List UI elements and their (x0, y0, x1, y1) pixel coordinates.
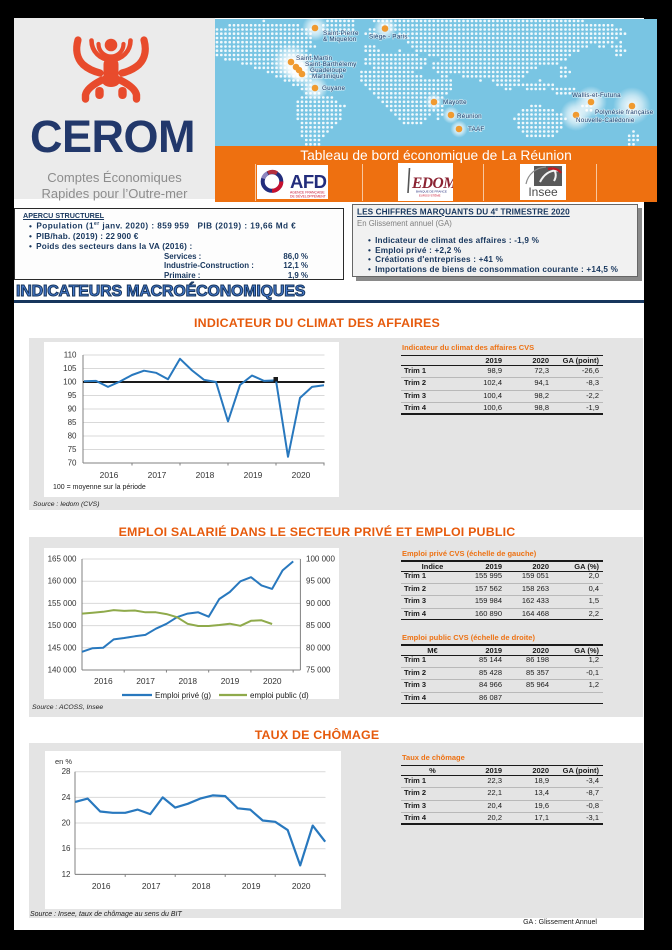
svg-text:2017: 2017 (136, 676, 155, 686)
svg-text:en %: en % (55, 757, 72, 766)
svg-text:90: 90 (68, 405, 77, 414)
svg-text:2019: 2019 (244, 470, 263, 480)
svg-text:12: 12 (62, 870, 71, 879)
svg-text:80: 80 (68, 432, 77, 441)
svg-text:AGENCE FRANÇAISE: AGENCE FRANÇAISE (290, 191, 325, 195)
svg-text:Saint-Pierre: Saint-Pierre (323, 30, 359, 37)
svg-text:2016: 2016 (100, 470, 119, 480)
svg-text:2016: 2016 (92, 881, 111, 891)
svg-text:2020: 2020 (292, 470, 311, 480)
svg-text:TAAF: TAAF (468, 126, 484, 133)
svg-text:2016: 2016 (94, 676, 113, 686)
svg-text:& Miquelon: & Miquelon (323, 36, 357, 43)
svg-text:Guadeloupe: Guadeloupe (310, 67, 347, 74)
svg-text:140 000: 140 000 (48, 666, 77, 675)
svg-text:75: 75 (68, 445, 77, 454)
svg-text:2019: 2019 (221, 676, 240, 686)
svg-text:160 000: 160 000 (48, 577, 77, 586)
svg-text:150 000: 150 000 (48, 621, 77, 630)
svg-text:90 000: 90 000 (306, 599, 331, 608)
svg-text:2020: 2020 (292, 881, 311, 891)
svg-text:100 000: 100 000 (306, 555, 335, 564)
svg-text:BANQUE DE FRANCE: BANQUE DE FRANCE (416, 190, 447, 194)
svg-text:165 000: 165 000 (48, 555, 77, 564)
svg-text:80 000: 80 000 (306, 643, 331, 652)
svg-text:20: 20 (62, 819, 71, 828)
svg-text:Martinique: Martinique (312, 73, 344, 80)
svg-text:85: 85 (68, 418, 77, 427)
svg-text:70: 70 (68, 459, 77, 468)
svg-text:2018: 2018 (178, 676, 197, 686)
svg-text:Saint-Barthélemy: Saint-Barthélemy (305, 61, 357, 68)
svg-text:75 000: 75 000 (306, 666, 331, 675)
svg-text:Nouvelle-Calédonie: Nouvelle-Calédonie (576, 117, 635, 124)
svg-text:95: 95 (68, 391, 77, 400)
svg-text:110: 110 (64, 351, 77, 360)
svg-text:85 000: 85 000 (306, 621, 331, 630)
svg-text:Emploi privé (g): Emploi privé (g) (155, 691, 211, 700)
svg-text:EDOM: EDOM (411, 175, 453, 192)
svg-text:Polynésie française: Polynésie française (595, 109, 654, 116)
svg-text:16: 16 (62, 844, 71, 853)
svg-text:Insee: Insee (528, 185, 558, 199)
svg-text:95 000: 95 000 (306, 577, 331, 586)
svg-text:105: 105 (63, 364, 77, 373)
svg-text:EUROSYSTÈME: EUROSYSTÈME (419, 193, 441, 198)
svg-text:24: 24 (62, 793, 71, 802)
svg-text:emploi public (d): emploi public (d) (250, 691, 309, 700)
svg-text:2017: 2017 (142, 881, 161, 891)
svg-text:Mayotte: Mayotte (443, 99, 467, 106)
svg-text:Réunion: Réunion (457, 113, 482, 120)
svg-text:Saint-Martin: Saint-Martin (296, 55, 333, 62)
svg-text:AFD: AFD (290, 171, 327, 192)
svg-text:155 000: 155 000 (48, 599, 77, 608)
svg-text:2019: 2019 (242, 881, 261, 891)
svg-text:2020: 2020 (263, 676, 282, 686)
svg-text:2017: 2017 (148, 470, 167, 480)
svg-text:DE DÉVELOPPEMENT: DE DÉVELOPPEMENT (290, 194, 326, 199)
svg-text:145 000: 145 000 (48, 643, 77, 652)
svg-text:2018: 2018 (196, 470, 215, 480)
svg-text:2018: 2018 (192, 881, 211, 891)
svg-text:100: 100 (63, 378, 77, 387)
svg-text:28: 28 (62, 767, 71, 776)
svg-text:Siège - Paris: Siège - Paris (369, 34, 408, 41)
svg-text:Wallis-et-Futuna: Wallis-et-Futuna (572, 92, 621, 99)
svg-text:Guyane: Guyane (322, 85, 346, 92)
